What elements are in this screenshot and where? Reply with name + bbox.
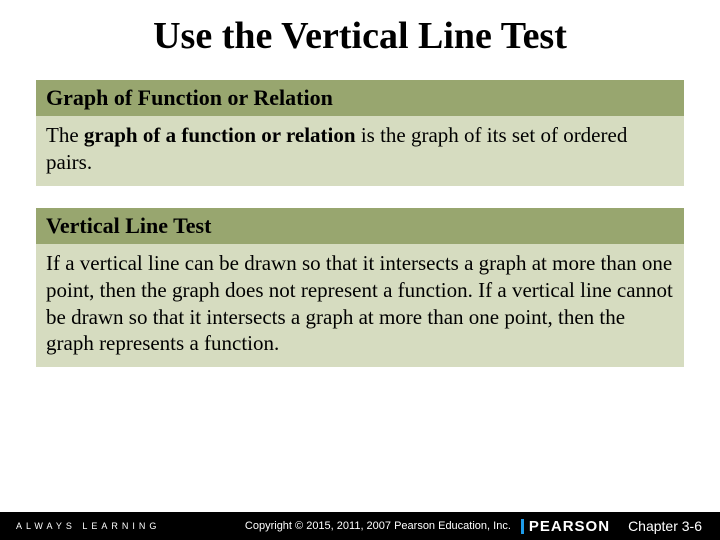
definition-heading-1: Graph of Function or Relation	[36, 80, 684, 116]
definition-body-1: The graph of a function or relation is t…	[36, 116, 684, 186]
def1-text-bold: graph of a function or relation	[84, 123, 356, 147]
definition-heading-2: Vertical Line Test	[36, 208, 684, 244]
footer-bar: ALWAYS LEARNING Copyright © 2015, 2011, …	[0, 512, 720, 540]
pearson-bar-icon	[521, 519, 524, 534]
footer-brand-text: PEARSON	[529, 518, 610, 535]
footer-brand: PEARSON	[521, 518, 628, 535]
def1-text-pre: The	[46, 123, 84, 147]
definition-body-2: If a vertical line can be drawn so that …	[36, 244, 684, 368]
definition-box-2: Vertical Line Test If a vertical line ca…	[36, 208, 684, 368]
footer-tagline: ALWAYS LEARNING	[0, 521, 160, 531]
footer-chapter: Chapter 3-6	[628, 518, 720, 534]
footer-copyright: Copyright © 2015, 2011, 2007 Pearson Edu…	[160, 520, 521, 532]
definition-box-1: Graph of Function or Relation The graph …	[36, 80, 684, 186]
slide: Use the Vertical Line Test Graph of Func…	[0, 0, 720, 540]
slide-title: Use the Vertical Line Test	[0, 0, 720, 80]
